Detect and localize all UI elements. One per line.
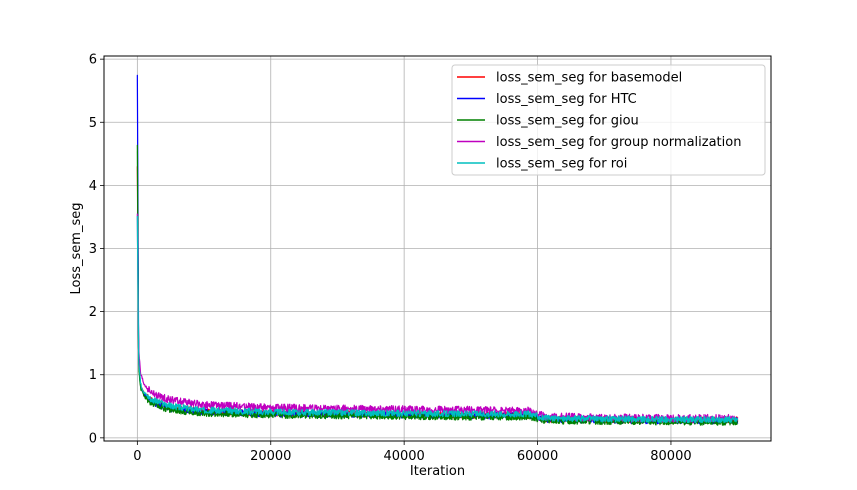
legend: loss_sem_seg for basemodel loss_sem_seg f… <box>451 64 766 176</box>
y-axis-label: Loss_sem_seg <box>69 203 84 295</box>
legend-box <box>451 64 766 176</box>
x-axis-ticks: 0 20000 40000 60000 80000 <box>133 441 692 464</box>
x-tick-label: 0 <box>133 449 141 464</box>
y-tick-label: 3 <box>89 242 97 257</box>
series-group <box>136 74 739 426</box>
y-tick-label: 6 <box>89 53 97 68</box>
x-axis-label: Iteration <box>410 464 465 479</box>
x-tick-label: 80000 <box>650 449 691 464</box>
x-tick-label: 20000 <box>250 449 291 464</box>
legend-label-1: loss_sem_seg for HTC <box>496 92 637 107</box>
y-tick-label: 2 <box>89 305 97 320</box>
legend-label-3: loss_sem_seg for group normalization <box>496 135 741 150</box>
x-tick-label: 60000 <box>517 449 558 464</box>
legend-label-0: loss_sem_seg for basemodel <box>496 71 682 86</box>
y-tick-label: 5 <box>89 116 97 131</box>
legend-label-4: loss_sem_seg for roi <box>496 157 627 172</box>
y-tick-label: 4 <box>89 179 97 194</box>
y-tick-label: 1 <box>89 368 97 383</box>
y-tick-label: 0 <box>89 431 97 446</box>
x-tick-label: 40000 <box>383 449 424 464</box>
y-axis-ticks: 0 1 2 3 4 5 6 <box>89 53 104 446</box>
legend-label-2: loss_sem_seg for giou <box>496 114 639 129</box>
series-line-4 <box>136 215 739 424</box>
